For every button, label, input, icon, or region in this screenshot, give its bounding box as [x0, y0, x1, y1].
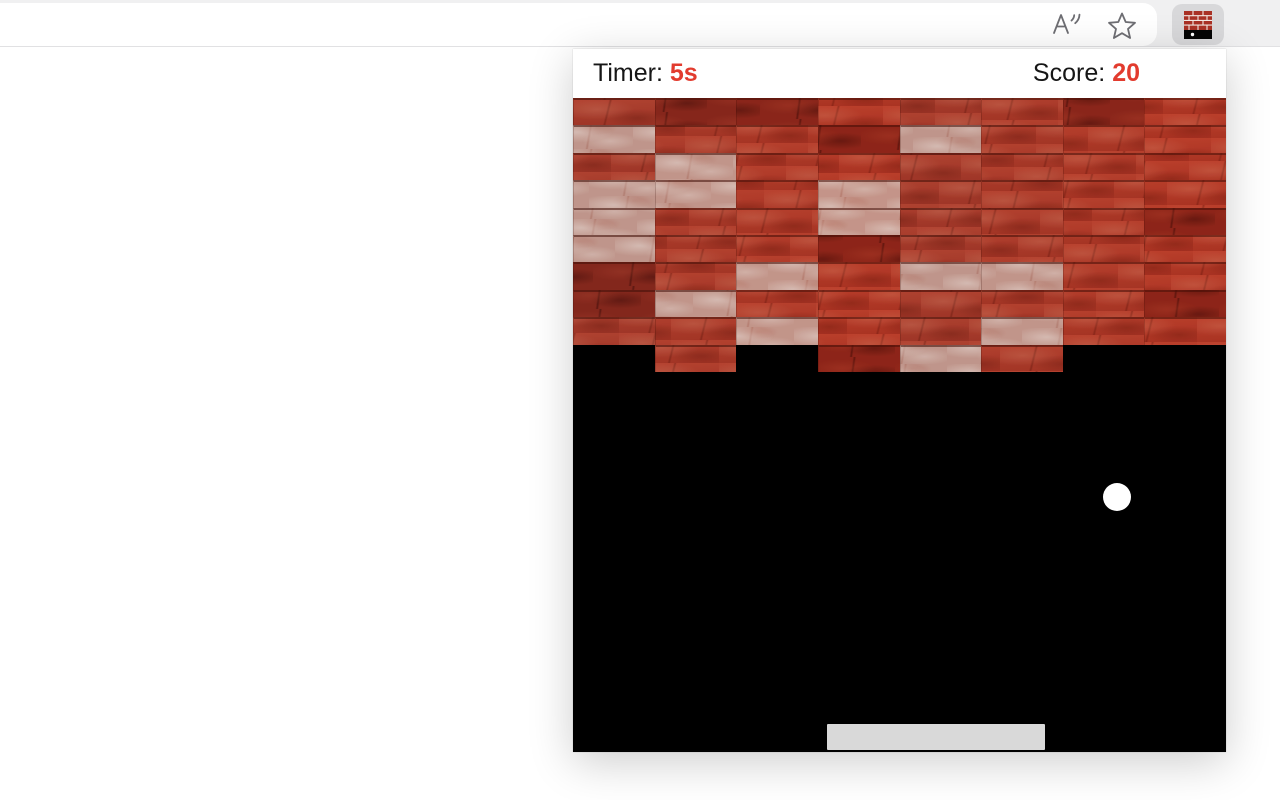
breakout-extension-button[interactable]	[1172, 4, 1224, 45]
score: Score: 20	[1033, 59, 1140, 88]
brick	[899, 152, 982, 181]
timer: Timer: 5s	[593, 59, 698, 88]
brick	[1062, 317, 1145, 345]
brick	[817, 289, 900, 318]
brick	[736, 207, 818, 235]
brick	[1144, 262, 1226, 290]
brick	[1144, 235, 1226, 263]
brick	[1062, 98, 1145, 126]
brick	[573, 262, 655, 290]
brick	[1062, 207, 1145, 235]
brick	[1144, 125, 1226, 153]
brick	[817, 152, 900, 181]
brick	[654, 235, 737, 263]
brick	[817, 344, 900, 372]
brick	[736, 98, 818, 126]
brick	[573, 152, 655, 181]
brick	[981, 180, 1063, 208]
brick	[573, 317, 655, 345]
brick	[1062, 125, 1145, 153]
brick	[1144, 207, 1226, 235]
paddle[interactable]	[827, 724, 1045, 750]
brick	[981, 98, 1063, 126]
brick	[1144, 317, 1226, 345]
brick	[899, 98, 982, 126]
brick	[654, 207, 737, 235]
brick	[736, 152, 818, 181]
timer-label: Timer:	[593, 59, 663, 87]
brick	[899, 125, 982, 153]
brick	[1062, 180, 1145, 208]
brick	[736, 125, 818, 153]
brick	[981, 262, 1063, 290]
brick	[899, 344, 982, 372]
brick	[981, 235, 1063, 263]
brick	[736, 289, 818, 318]
brick	[654, 98, 737, 126]
brick-wall	[573, 98, 1226, 752]
brick	[654, 125, 737, 153]
brick	[573, 125, 655, 153]
brick	[899, 207, 982, 235]
extension-popup: Timer: 5s Score: 20	[573, 49, 1226, 752]
score-value: 20	[1112, 59, 1140, 87]
brick	[981, 125, 1063, 153]
brick	[1144, 180, 1226, 208]
breakout-extension-icon	[1184, 10, 1212, 39]
brick	[1144, 152, 1226, 181]
brick	[817, 98, 900, 126]
brick	[1062, 235, 1145, 263]
brick	[573, 235, 655, 263]
brick	[1062, 289, 1145, 318]
brick	[1062, 152, 1145, 181]
brick	[736, 180, 818, 208]
brick	[899, 317, 982, 345]
brick	[654, 317, 737, 345]
brick	[573, 98, 655, 126]
brick	[899, 262, 982, 290]
game-canvas[interactable]	[573, 98, 1226, 752]
brick	[981, 207, 1063, 235]
text-size-listen-icon[interactable]	[1048, 9, 1084, 39]
brick	[981, 289, 1063, 318]
brick	[654, 152, 737, 181]
ball	[1103, 483, 1131, 511]
brick	[817, 262, 900, 290]
brick	[899, 289, 982, 318]
brick	[817, 235, 900, 263]
bookmark-star-icon[interactable]	[1105, 10, 1139, 40]
brick	[654, 180, 737, 208]
brick	[981, 152, 1063, 181]
timer-value: 5s	[669, 59, 698, 87]
brick	[817, 317, 900, 345]
brick	[573, 289, 655, 318]
brick	[736, 262, 818, 290]
brick	[736, 235, 818, 263]
brick	[573, 180, 655, 208]
brick	[654, 344, 737, 372]
address-bar[interactable]	[0, 3, 1157, 46]
brick	[899, 235, 982, 263]
brick	[1144, 289, 1226, 318]
score-label: Score:	[1032, 59, 1106, 87]
brick	[817, 207, 900, 235]
brick	[654, 262, 737, 290]
brick	[817, 125, 900, 153]
brick	[981, 317, 1063, 345]
brick	[1144, 98, 1226, 126]
brick	[981, 344, 1063, 372]
brick	[573, 207, 655, 235]
brick	[654, 289, 737, 318]
brick	[817, 180, 900, 208]
game-status-bar: Timer: 5s Score: 20	[573, 49, 1226, 98]
brick	[899, 180, 982, 208]
browser-toolbar	[0, 0, 1280, 47]
brick	[1062, 262, 1145, 290]
brick	[736, 317, 818, 345]
